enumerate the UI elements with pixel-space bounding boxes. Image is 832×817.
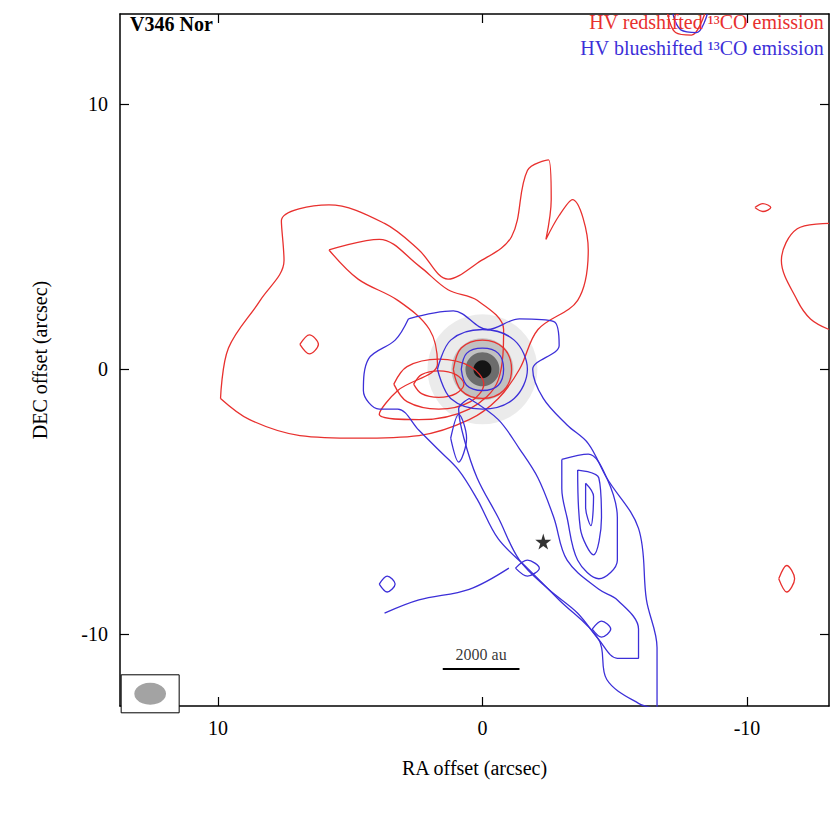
svg-text:0: 0	[477, 717, 487, 739]
svg-text:RA offset (arcsec): RA offset (arcsec)	[402, 757, 547, 780]
svg-text:10: 10	[88, 93, 108, 115]
svg-text:10: 10	[208, 717, 228, 739]
svg-text:V346 Nor: V346 Nor	[130, 13, 213, 35]
svg-text:HV blueshifted ¹³CO emission: HV blueshifted ¹³CO emission	[580, 37, 823, 59]
svg-text:0: 0	[98, 358, 108, 380]
svg-text:-10: -10	[81, 623, 108, 645]
svg-text:2000 au: 2000 au	[456, 646, 507, 663]
svg-text:-10: -10	[734, 717, 761, 739]
svg-text:HV redshifted ¹³CO emission: HV redshifted ¹³CO emission	[589, 11, 823, 33]
svg-text:DEC offset (arcsec): DEC offset (arcsec)	[29, 281, 52, 439]
